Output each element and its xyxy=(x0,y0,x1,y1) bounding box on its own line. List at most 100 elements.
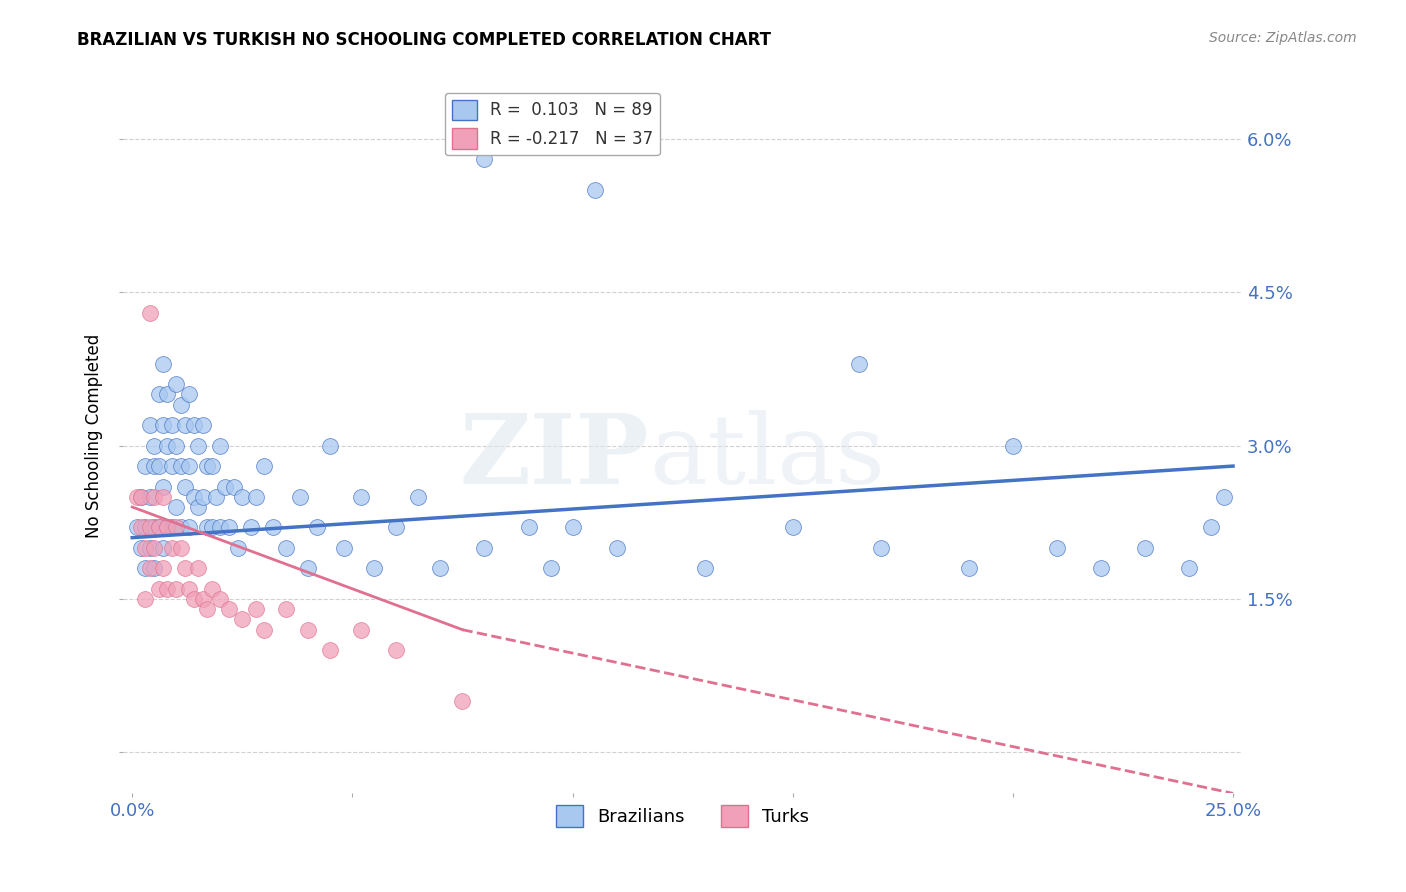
Point xyxy=(139,541,162,555)
Point xyxy=(517,520,540,534)
Point xyxy=(288,490,311,504)
Point xyxy=(209,592,232,607)
Point xyxy=(319,439,342,453)
Point xyxy=(408,490,430,504)
Point xyxy=(129,541,152,555)
Point xyxy=(1090,561,1112,575)
Point xyxy=(148,520,170,534)
Point xyxy=(245,490,267,504)
Point xyxy=(187,561,209,575)
Point xyxy=(143,490,166,504)
Point xyxy=(179,387,201,401)
Point xyxy=(179,582,201,596)
Point xyxy=(191,418,214,433)
Point xyxy=(451,694,474,708)
Y-axis label: No Schooling Completed: No Schooling Completed xyxy=(86,334,103,538)
Point xyxy=(170,459,193,474)
Point xyxy=(226,541,249,555)
Point xyxy=(179,459,201,474)
Point xyxy=(957,561,980,575)
Point xyxy=(429,561,451,575)
Point xyxy=(1133,541,1156,555)
Point xyxy=(869,541,891,555)
Point xyxy=(129,520,152,534)
Point xyxy=(125,490,148,504)
Point xyxy=(214,479,236,493)
Point xyxy=(1178,561,1201,575)
Point xyxy=(139,490,162,504)
Point xyxy=(165,582,187,596)
Point xyxy=(129,490,152,504)
Point xyxy=(187,439,209,453)
Point xyxy=(297,623,319,637)
Point xyxy=(218,602,240,616)
Point xyxy=(143,561,166,575)
Point xyxy=(276,541,298,555)
Point xyxy=(148,520,170,534)
Point xyxy=(160,459,183,474)
Point xyxy=(583,183,606,197)
Point xyxy=(231,612,253,626)
Point xyxy=(218,520,240,534)
Point xyxy=(363,561,385,575)
Point xyxy=(191,592,214,607)
Point xyxy=(152,490,174,504)
Point xyxy=(350,490,373,504)
Point xyxy=(195,520,218,534)
Point xyxy=(152,541,174,555)
Point xyxy=(174,561,197,575)
Point xyxy=(134,561,156,575)
Point xyxy=(139,520,162,534)
Point xyxy=(183,490,205,504)
Point xyxy=(165,500,187,514)
Point xyxy=(474,541,496,555)
Point xyxy=(276,602,298,616)
Point xyxy=(156,520,179,534)
Text: ZIP: ZIP xyxy=(460,409,650,504)
Point xyxy=(1213,490,1236,504)
Point xyxy=(474,153,496,167)
Point xyxy=(606,541,628,555)
Point xyxy=(148,459,170,474)
Point xyxy=(782,520,804,534)
Point xyxy=(1046,541,1069,555)
Point xyxy=(1001,439,1024,453)
Point xyxy=(297,561,319,575)
Point xyxy=(143,541,166,555)
Point xyxy=(262,520,284,534)
Point xyxy=(160,541,183,555)
Point xyxy=(143,520,166,534)
Point xyxy=(253,459,276,474)
Text: Source: ZipAtlas.com: Source: ZipAtlas.com xyxy=(1209,31,1357,45)
Point xyxy=(693,561,716,575)
Point xyxy=(143,459,166,474)
Point xyxy=(195,459,218,474)
Point xyxy=(209,439,232,453)
Point xyxy=(170,520,193,534)
Point xyxy=(156,439,179,453)
Point xyxy=(156,582,179,596)
Point xyxy=(152,418,174,433)
Point xyxy=(165,377,187,392)
Point xyxy=(195,602,218,616)
Point xyxy=(200,582,222,596)
Point xyxy=(187,500,209,514)
Point xyxy=(148,582,170,596)
Point xyxy=(191,490,214,504)
Point xyxy=(205,490,228,504)
Point xyxy=(561,520,583,534)
Point xyxy=(319,643,342,657)
Point xyxy=(143,439,166,453)
Point xyxy=(385,520,408,534)
Point xyxy=(152,561,174,575)
Point xyxy=(209,520,232,534)
Point xyxy=(200,520,222,534)
Point xyxy=(183,418,205,433)
Point xyxy=(139,306,162,320)
Point xyxy=(253,623,276,637)
Point xyxy=(134,459,156,474)
Point xyxy=(350,623,373,637)
Point xyxy=(152,357,174,371)
Point xyxy=(222,479,245,493)
Legend: Brazilians, Turks: Brazilians, Turks xyxy=(548,798,817,834)
